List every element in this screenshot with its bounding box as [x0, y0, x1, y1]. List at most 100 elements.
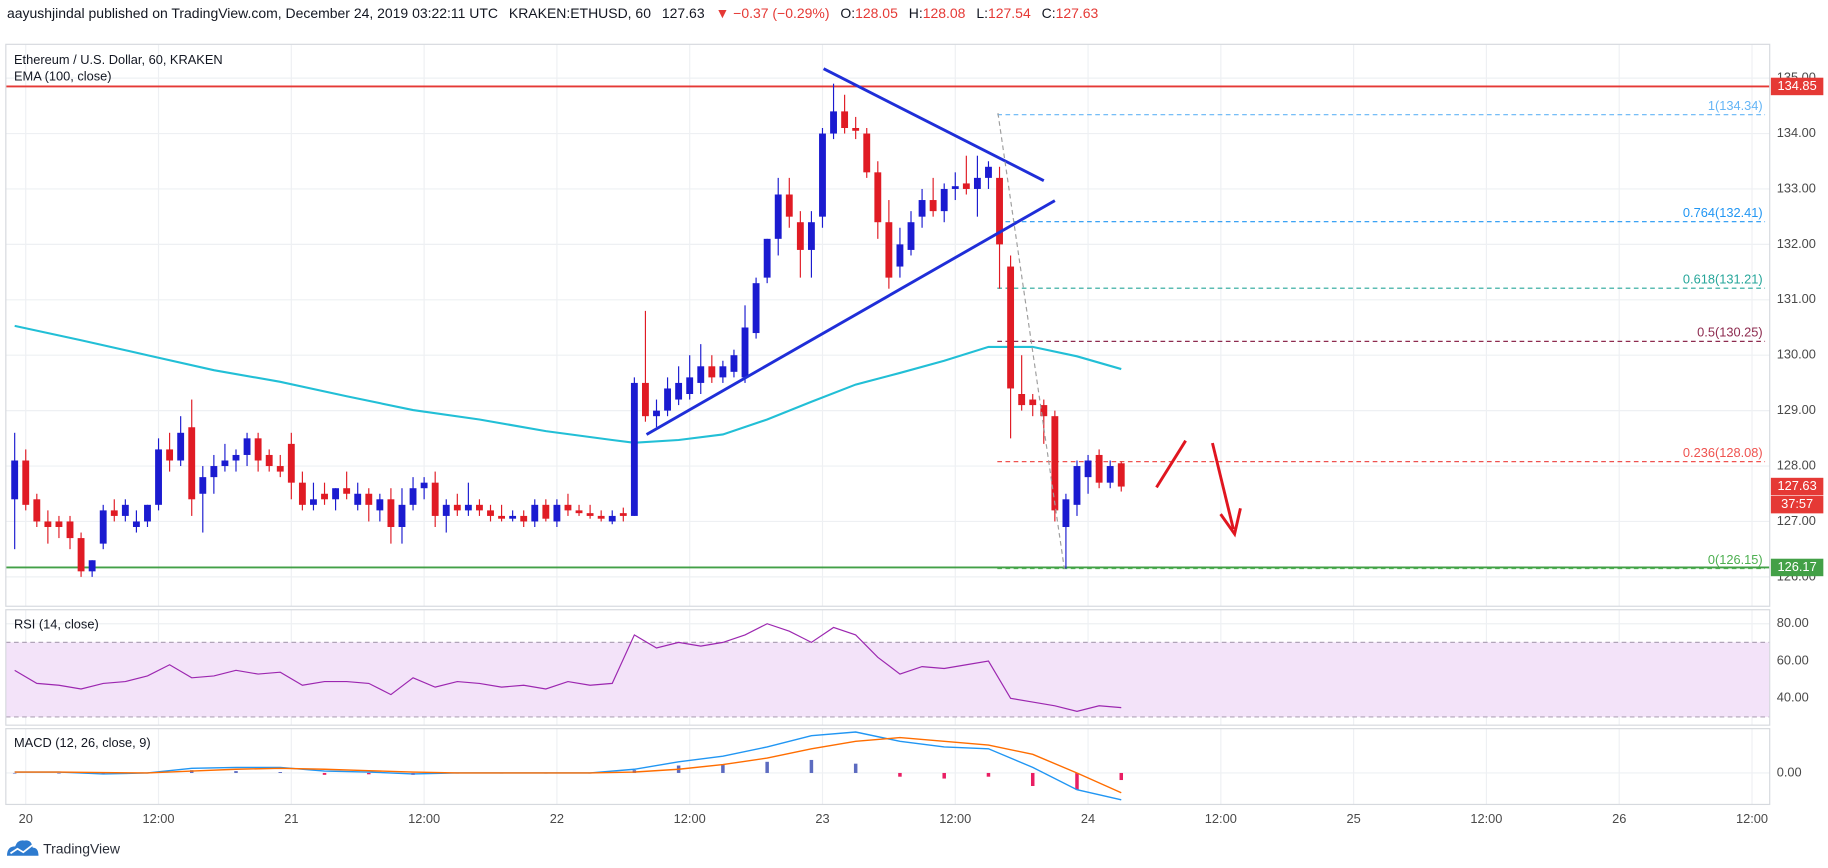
candle-body [608, 515, 616, 522]
drawn-arrow-down [1211, 442, 1235, 530]
candle-body [343, 488, 351, 494]
candle-body [487, 510, 494, 516]
header-ohlc-label: L: [976, 5, 988, 21]
countdown-tag [1770, 495, 1824, 514]
fib-label: 1(134.34) [1708, 98, 1763, 113]
candle-body [841, 111, 849, 129]
macd-histogram-bar [1030, 772, 1035, 787]
drawn-arrow-head [1219, 507, 1242, 538]
macd-histogram-bar [765, 761, 769, 773]
candle-body [962, 183, 970, 189]
candle-body [365, 493, 373, 505]
candle-body [243, 438, 251, 455]
candle-body [476, 504, 483, 511]
candle-body [431, 482, 439, 516]
fib-label: 0.5(130.25) [1697, 325, 1763, 340]
countdown-label: 37:57 [1781, 496, 1813, 511]
candle-body [1007, 266, 1015, 389]
candle-body [1051, 416, 1059, 511]
price-tag-label: 126.17 [1778, 559, 1817, 574]
y-tick-label: 40.00 [1777, 690, 1809, 705]
header-ohlc-value: 127.54 [988, 5, 1031, 21]
candle-body [863, 133, 871, 173]
candle-body [498, 515, 506, 519]
candle-body [464, 504, 472, 511]
y-tick-label: 60.00 [1777, 652, 1809, 667]
fib-label: 0.764(132.41) [1683, 205, 1763, 220]
candle-body [199, 477, 207, 494]
candle-body [907, 222, 915, 250]
candle-body [1106, 466, 1114, 483]
candle-body [807, 222, 815, 250]
candle-body [310, 499, 317, 505]
header-ohlc-value: 128.05 [855, 5, 898, 21]
candle-body [321, 493, 328, 500]
candle-body [166, 449, 174, 461]
x-tick-label: 12:00 [1736, 811, 1768, 826]
macd-histogram-bar [809, 759, 814, 773]
pane-title: MACD (12, 26, close, 9) [14, 735, 151, 750]
fib-label: 0(126.15) [1708, 552, 1763, 567]
candle-body [1095, 454, 1103, 483]
candle-body [55, 521, 63, 528]
x-tick-label: 25 [1347, 811, 1361, 826]
candle-body [918, 200, 926, 217]
candle-body [553, 504, 561, 522]
header-change: ▼ −0.37 (−0.29%) [715, 5, 829, 21]
candle-body [1040, 405, 1048, 417]
candle-body [730, 355, 738, 372]
candle-body [88, 560, 96, 572]
candle-body [22, 460, 30, 505]
candle-body [996, 177, 1003, 245]
candle-body [409, 488, 417, 505]
x-tick-label: 12:00 [1470, 811, 1502, 826]
candle-body [940, 188, 948, 212]
logo-cloud [6, 840, 39, 856]
candle-body [177, 432, 185, 461]
candle-body [276, 466, 284, 472]
y-tick-label: 131.00 [1777, 291, 1816, 306]
x-tick-label: 22 [550, 811, 564, 826]
overlay-legend: EMA (100, close) [14, 68, 112, 83]
x-tick-label: 21 [284, 811, 298, 826]
candle-body [1084, 460, 1092, 478]
marks-layer [5, 67, 1770, 801]
candle-body [132, 521, 140, 528]
candle-body [531, 504, 539, 522]
macd-histogram-bar [986, 772, 991, 777]
candle-body [387, 499, 395, 528]
header-last: 127.63 [662, 5, 705, 21]
y-tick-label: 132.00 [1777, 236, 1816, 251]
candle-body [66, 521, 74, 539]
x-tick-label: 12:00 [142, 811, 174, 826]
header: aayushjindal published on TradingView.co… [7, 5, 1099, 21]
candle-body [1073, 466, 1081, 505]
candle-body [110, 510, 118, 516]
candle-body [44, 521, 52, 528]
y-tick-label: 80.00 [1777, 615, 1809, 630]
header-ohlc-label: H: [909, 5, 923, 21]
candle-body [664, 388, 671, 411]
candle-body [630, 382, 638, 516]
candle-body [597, 515, 605, 519]
candle-body [77, 538, 85, 572]
price-tag [1770, 558, 1824, 577]
candle-body [442, 504, 450, 516]
candle-body [254, 438, 262, 461]
header-author: aayushjindal published on TradingView.co… [7, 5, 498, 21]
candle-body [121, 504, 129, 516]
candle-body [586, 513, 594, 516]
macd-line [14, 736, 1122, 794]
rsi-pane-frame [5, 609, 1771, 726]
macd-pane-frame [5, 728, 1771, 806]
y-tick-label: 130.00 [1777, 347, 1816, 362]
macd-histogram-bar [278, 772, 283, 773]
candle-body [287, 443, 295, 483]
macd-histogram-bar [898, 772, 902, 777]
candle-body [542, 504, 550, 519]
macd-histogram-bar [1075, 772, 1079, 790]
candle-body [509, 515, 517, 519]
candle-body [819, 133, 826, 217]
